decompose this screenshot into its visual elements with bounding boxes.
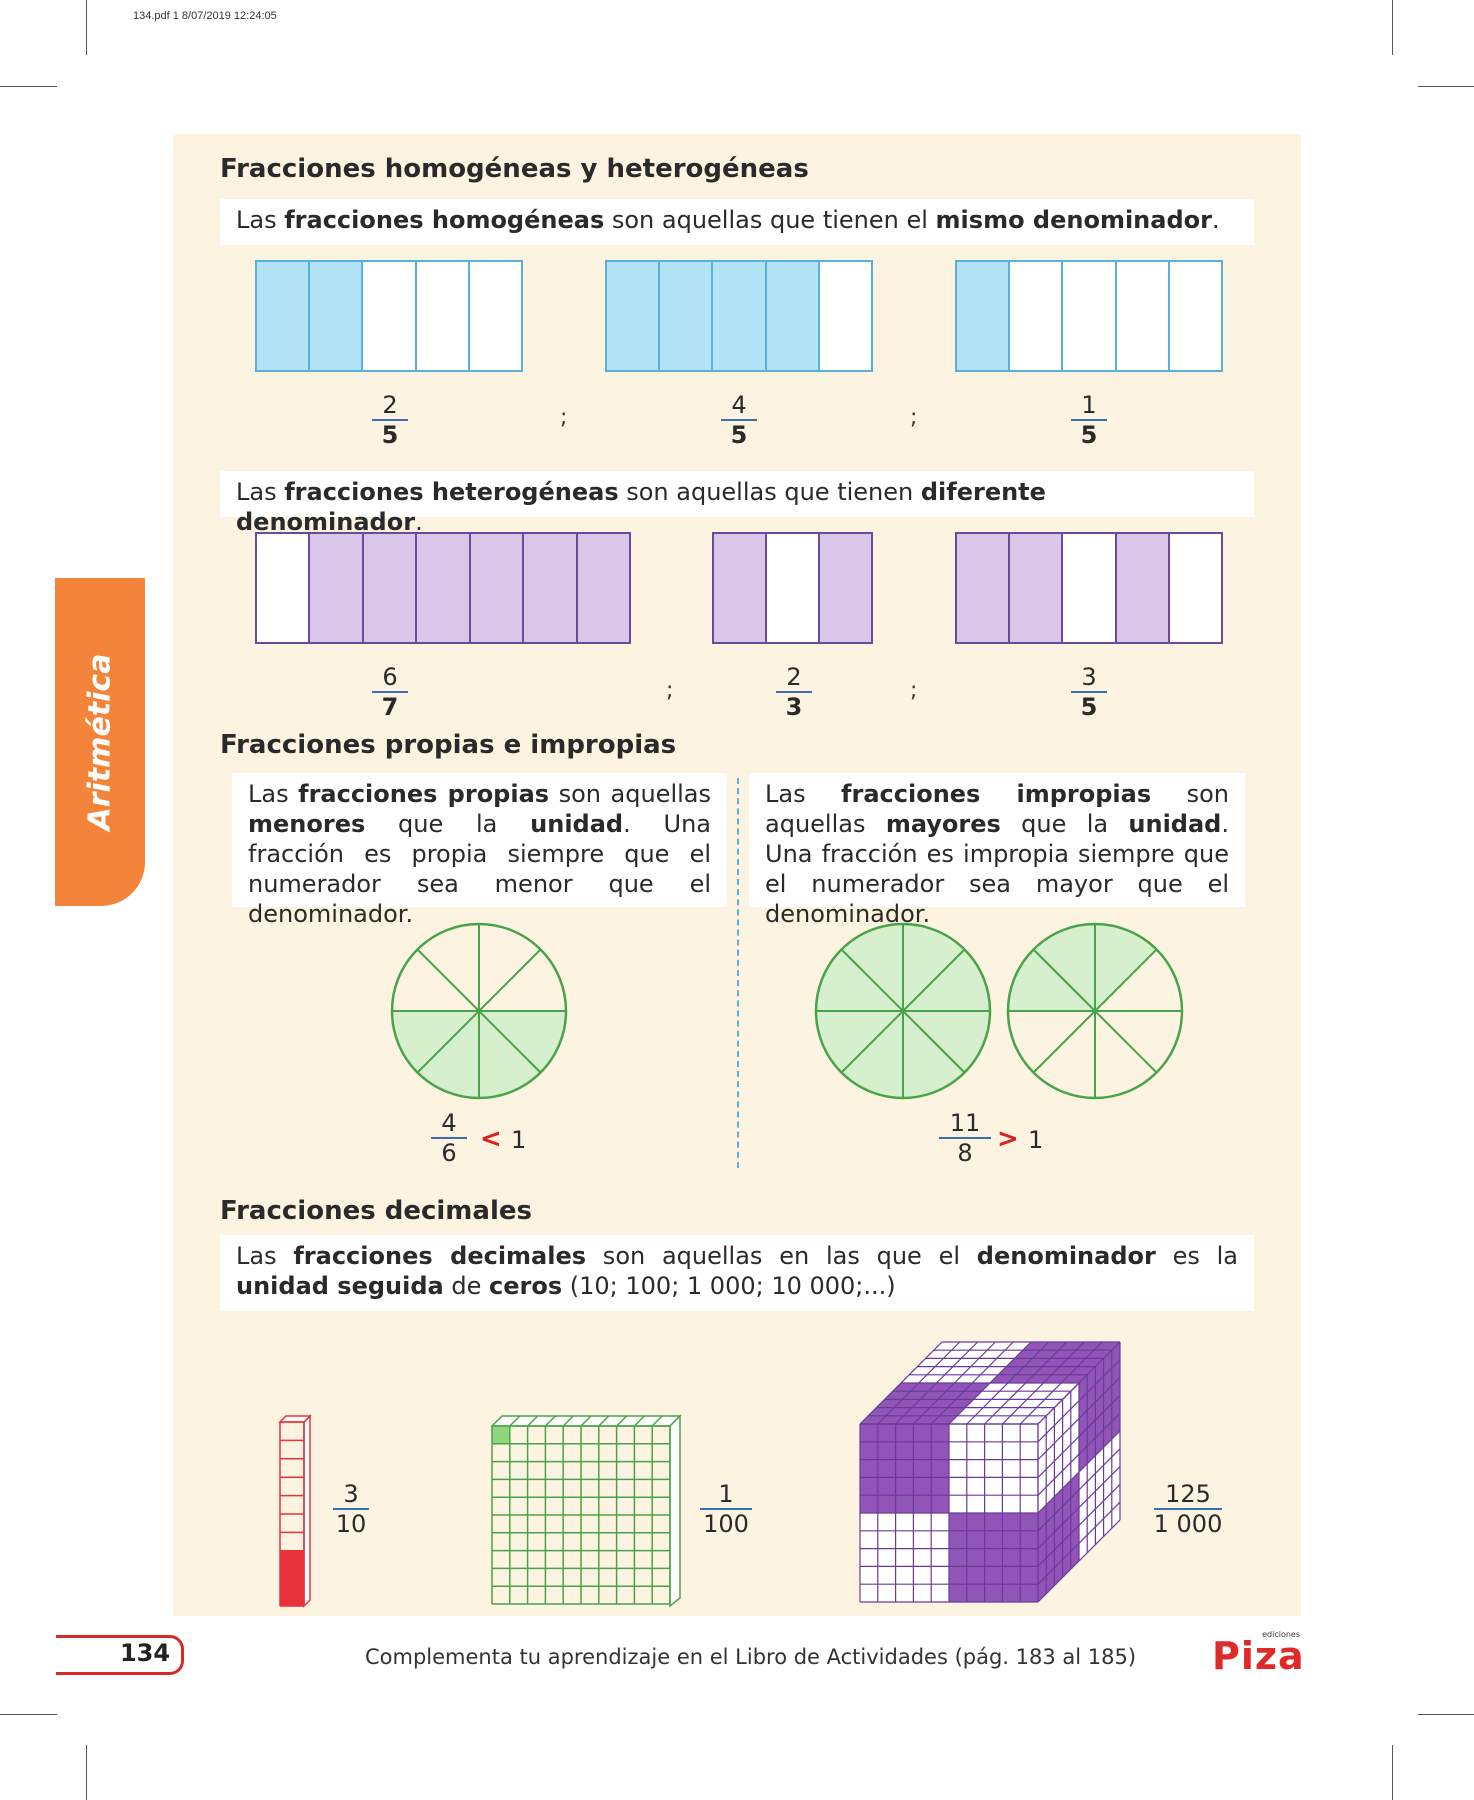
definition-propias: Las fracciones propias son aquellas meno… — [232, 773, 727, 928]
fraction-strip-6-7 — [255, 532, 631, 644]
crop-mark — [1392, 1745, 1393, 1800]
fraction-3-10: 3 10 — [321, 1481, 381, 1537]
definition-heterogeneas: Las fracciones heterogéneas son aquellas… — [220, 471, 1254, 536]
cube-125-of-1000 — [859, 1341, 1121, 1603]
section-heading-propias: Fracciones propias e impropias — [220, 730, 677, 760]
fraction-strip-1-5 — [955, 260, 1223, 372]
crop-mark — [1418, 1714, 1474, 1715]
logo-text: Piza — [1212, 1634, 1305, 1678]
circle-4-of-8 — [390, 922, 568, 1100]
grid-1-of-100 — [490, 1414, 682, 1608]
rod-3-of-10 — [278, 1414, 312, 1608]
fraction-125-1000: 125 1 000 — [1153, 1480, 1223, 1538]
publisher-logo: ediciones Piza — [1208, 1630, 1304, 1676]
crop-mark — [0, 86, 57, 87]
unit-one: 1 — [1028, 1126, 1044, 1154]
fraction-strip-3-5 — [955, 532, 1223, 644]
separator: ; — [910, 405, 918, 430]
separator: ; — [666, 678, 674, 703]
greater-than-symbol: > — [997, 1124, 1019, 1154]
section-heading-homogeneas: Fracciones homogéneas y heterogéneas — [220, 154, 809, 184]
column-divider — [737, 778, 739, 1168]
definition-homogeneas: Las fracciones homogéneas son aquellas q… — [220, 199, 1254, 245]
crop-mark — [86, 0, 87, 55]
separator: ; — [560, 405, 568, 430]
section-heading-decimales: Fracciones decimales — [220, 1196, 532, 1226]
separator: ; — [910, 678, 918, 703]
page-number-box — [56, 1635, 184, 1675]
crop-mark — [0, 1714, 57, 1715]
circle-8-of-8 — [814, 922, 992, 1100]
fraction-11-8: 11 8 — [935, 1110, 995, 1166]
side-tab-label: Aritmética — [82, 653, 118, 831]
crop-mark — [1392, 0, 1393, 55]
page-number: 134 — [119, 1639, 171, 1667]
side-tab — [55, 578, 145, 906]
fraction-strip-2-5 — [255, 260, 523, 372]
footer-note: Complementa tu aprendizaje en el Libro d… — [365, 1645, 1137, 1669]
circle-3-of-8 — [1006, 922, 1184, 1100]
fraction-strip-4-5 — [605, 260, 873, 372]
definition-impropias: Las fracciones impropias son aquellas ma… — [749, 773, 1245, 928]
logo-small-text: ediciones — [1262, 1630, 1300, 1639]
less-than-symbol: < — [480, 1124, 502, 1154]
crop-mark — [1418, 86, 1474, 87]
fraction-1-100: 1 100 — [696, 1481, 756, 1537]
crop-mark — [86, 1745, 87, 1800]
print-info: 134.pdf 1 8/07/2019 12:24:05 — [133, 10, 277, 22]
definition-decimales: Las fracciones decimales son aquellas en… — [220, 1235, 1254, 1311]
fraction-strip-2-3 — [712, 532, 873, 644]
unit-one: 1 — [511, 1126, 527, 1154]
